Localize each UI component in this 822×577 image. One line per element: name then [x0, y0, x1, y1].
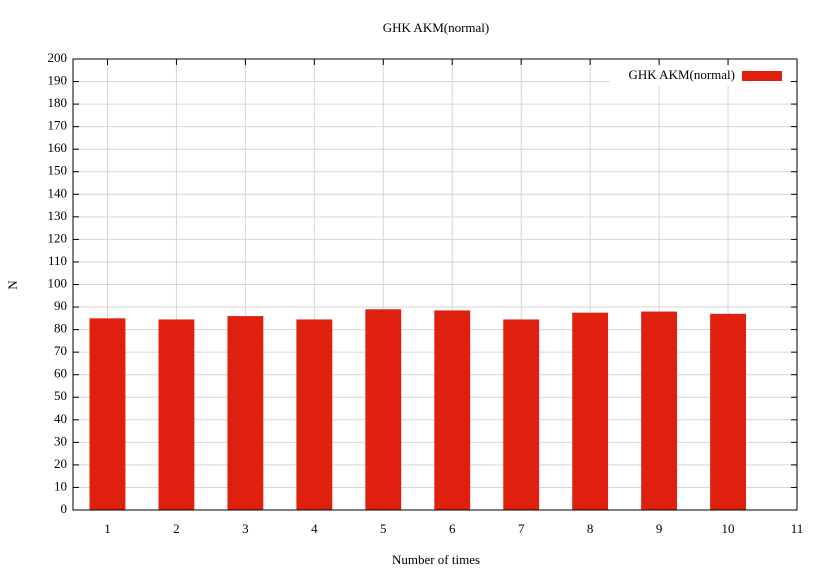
- y-tick-label: 20: [54, 456, 67, 471]
- y-tick-label: 100: [48, 275, 68, 290]
- y-tick-label: 50: [54, 388, 67, 403]
- x-tick-label: 9: [656, 521, 663, 536]
- y-tick-label: 40: [54, 411, 67, 426]
- legend-label: GHK AKM(normal): [628, 67, 735, 82]
- y-tick-label: 90: [54, 298, 67, 313]
- x-tick-label: 1: [104, 521, 111, 536]
- bar: [641, 311, 678, 510]
- bar: [89, 318, 126, 510]
- y-tick-label: 190: [48, 73, 68, 88]
- y-tick-label: 80: [54, 321, 67, 336]
- x-tick-label: 11: [791, 521, 804, 536]
- y-tick-label: 60: [54, 366, 67, 381]
- y-tick-label: 130: [48, 208, 68, 223]
- y-tick-label: 200: [48, 50, 68, 65]
- bar: [503, 319, 540, 510]
- bar: [227, 316, 264, 510]
- y-tick-label: 170: [48, 118, 68, 133]
- x-tick-label: 4: [311, 521, 318, 536]
- y-tick-label: 120: [48, 230, 68, 245]
- bar: [434, 310, 471, 510]
- y-axis-label: N: [5, 280, 20, 290]
- y-tick-label: 150: [48, 163, 68, 178]
- chart-title: GHK AKM(normal): [383, 20, 490, 35]
- bar: [158, 319, 195, 510]
- y-tick-label: 30: [54, 433, 67, 448]
- x-tick-label: 2: [173, 521, 180, 536]
- x-tick-label: 8: [587, 521, 594, 536]
- x-tick-label: 10: [722, 521, 735, 536]
- x-tick-label: 6: [449, 521, 456, 536]
- y-tick-label: 10: [54, 478, 67, 493]
- bar: [296, 319, 333, 510]
- bar: [572, 312, 609, 510]
- y-tick-label: 160: [48, 140, 68, 155]
- y-tick-label: 0: [61, 501, 68, 516]
- legend-swatch: [742, 71, 782, 81]
- y-tick-label: 70: [54, 343, 67, 358]
- bar: [710, 313, 746, 510]
- x-tick-label: 7: [518, 521, 525, 536]
- plot-frame: [72, 58, 798, 511]
- y-tick-label: 110: [48, 253, 67, 268]
- bar: [365, 309, 402, 510]
- x-axis-label: Number of times: [392, 552, 480, 567]
- y-tick-label: 180: [48, 95, 68, 110]
- x-tick-label: 3: [242, 521, 249, 536]
- x-tick-label: 5: [380, 521, 387, 536]
- y-tick-label: 140: [48, 185, 68, 200]
